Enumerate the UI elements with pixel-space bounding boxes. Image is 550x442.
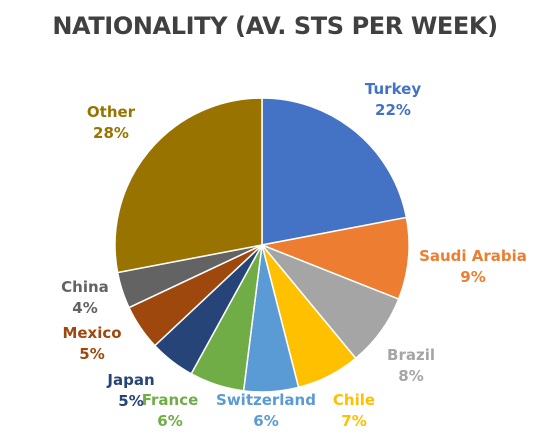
pie-slice-other [114, 97, 263, 274]
data-label-china: China 4% [61, 278, 109, 317]
percent-label-other: 28% [93, 124, 129, 142]
category-label-mexico: Mexico [62, 324, 121, 342]
percent-label-turkey: 22% [375, 101, 411, 119]
percent-label-brazil: 8% [398, 367, 423, 385]
category-label-other: Other [87, 103, 136, 121]
pie-slice-turkey [261, 97, 408, 246]
chart-title: NATIONALITY (AV. STS PER WEEK) [52, 12, 498, 40]
percent-label-saudi-arabia: 9% [460, 268, 485, 286]
category-label-switzerland: Switzerland [216, 391, 316, 409]
pie-slices [114, 97, 410, 393]
data-label-japan: Japan 5% [106, 371, 154, 410]
percent-label-china: 4% [72, 299, 97, 317]
data-label-mexico: Mexico 5% [62, 324, 121, 363]
category-label-japan: Japan [106, 371, 154, 389]
percent-label-mexico: 5% [79, 345, 104, 363]
data-label-brazil: Brazil 8% [387, 346, 435, 385]
category-label-france: France [142, 391, 199, 409]
percent-label-japan: 5% [118, 392, 143, 410]
percent-label-france: 6% [157, 412, 182, 430]
data-label-france: France 6% [142, 391, 199, 430]
data-label-saudi-arabia: Saudi Arabia 9% [419, 247, 527, 286]
category-label-china: China [61, 278, 109, 296]
category-label-saudi-arabia: Saudi Arabia [419, 247, 527, 265]
category-label-brazil: Brazil [387, 346, 435, 364]
pie-labels: Turkey 22% Saudi Arabia 9% Brazil 8% Chile 7% Sw… [61, 80, 527, 430]
data-label-chile: Chile 7% [333, 391, 375, 430]
data-label-turkey: Turkey 22% [365, 80, 421, 119]
pie-slice-saudi-arabia [259, 216, 410, 301]
category-label-turkey: Turkey [365, 80, 421, 98]
category-label-chile: Chile [333, 391, 375, 409]
data-label-switzerland: Switzerland 6% [216, 391, 316, 430]
percent-label-chile: 7% [341, 412, 366, 430]
data-label-other: Other 28% [87, 103, 136, 142]
percent-label-switzerland: 6% [253, 412, 278, 430]
